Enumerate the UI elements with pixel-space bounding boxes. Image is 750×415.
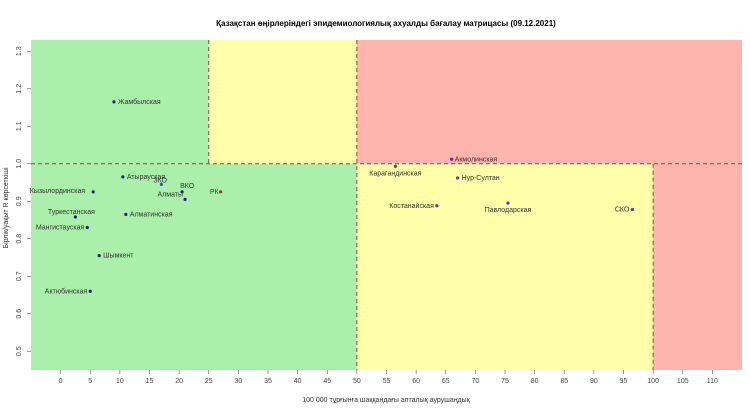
x-tick-label: 50 xyxy=(353,378,361,385)
x-tick-label: 20 xyxy=(175,378,183,385)
data-points: Жамбылская Акмолинская Карагандинская Нур-С… xyxy=(30,98,634,295)
point-label: Алматы xyxy=(158,191,184,198)
x-tick-label: 10 xyxy=(116,378,124,385)
x-tick-label: 25 xyxy=(205,378,213,385)
data-point xyxy=(73,215,78,219)
point-label: Жамбылская xyxy=(118,98,161,106)
y-tick-label: 0.5 xyxy=(16,346,23,356)
point-label: Мангистауская xyxy=(36,225,85,232)
x-tick-label: 110 xyxy=(707,378,718,385)
point-label: Нур-Султан xyxy=(462,175,500,182)
data-point xyxy=(112,100,116,104)
point-label: Шымкент xyxy=(103,253,134,260)
data-point xyxy=(183,197,187,201)
x-tick-label: 105 xyxy=(677,378,689,385)
point-label: ВКО xyxy=(180,183,195,190)
y-tick-label: 1.2 xyxy=(16,84,23,94)
zone-1 xyxy=(208,40,357,164)
x-axis-label: 100 000 тұрғынға шаққандағы апталық ауру… xyxy=(302,397,470,404)
x-tick-label: 75 xyxy=(501,378,509,385)
point-label: Актюбинская xyxy=(45,287,88,295)
x-tick-label: 30 xyxy=(234,378,242,385)
chart-title: Қазақстан өңірлеріндегі эпидемиологиялық… xyxy=(216,19,556,28)
x-tick-label: 90 xyxy=(590,378,598,385)
data-point xyxy=(180,190,184,194)
data-point xyxy=(97,254,101,258)
point-label: Костанайская xyxy=(389,202,434,210)
point-label: Туркестанская xyxy=(48,209,95,216)
data-point xyxy=(121,175,125,179)
y-tick-label: 0.6 xyxy=(16,309,23,319)
data-point xyxy=(85,225,89,230)
x-tick-label: 100 xyxy=(647,378,659,385)
threshold-lines xyxy=(31,40,742,370)
zone-3 xyxy=(31,163,357,370)
data-point xyxy=(456,176,460,180)
zone-5 xyxy=(653,163,742,370)
data-point xyxy=(450,157,454,161)
y-tick-label: 1.1 xyxy=(16,121,23,131)
point-label: Акмолинская xyxy=(455,156,498,163)
x-tick-label: 45 xyxy=(323,378,331,385)
x-tick-label: 5 xyxy=(88,378,92,385)
x-tick-label: 60 xyxy=(412,378,420,385)
x-tick-label: 55 xyxy=(383,378,391,385)
point-label: Карагандинская xyxy=(369,170,421,177)
risk-zones xyxy=(31,40,742,370)
y-tick-label: 1.3 xyxy=(16,46,23,56)
point-label: Атырауская xyxy=(127,174,165,181)
point-label: СКО xyxy=(615,207,630,214)
point-label: Алматинская xyxy=(130,211,173,218)
y-tick-label: 0.9 xyxy=(16,196,23,206)
zone-0 xyxy=(31,40,209,164)
x-tick-label: 15 xyxy=(146,378,154,385)
axis-ticks: 0 5 10 15 20 25 30 35 40 45 50 55 60 65 70 75 80 85 90 95 10… xyxy=(16,46,718,385)
x-tick-label: 0 xyxy=(59,378,63,385)
data-point xyxy=(159,182,163,186)
data-point xyxy=(630,207,634,212)
data-point xyxy=(219,190,223,194)
data-point xyxy=(506,201,510,205)
point-label: ЗКО xyxy=(153,177,167,184)
y-axis-label: Бірлік/уақыт R көрсеткіші xyxy=(2,167,10,248)
data-point xyxy=(435,204,439,208)
x-tick-label: 95 xyxy=(620,378,628,385)
data-point xyxy=(88,289,92,293)
zone-4 xyxy=(356,163,654,370)
y-tick-label: 0.8 xyxy=(16,234,23,244)
data-point xyxy=(124,212,128,216)
data-point xyxy=(91,190,95,194)
point-label: Павлодарская xyxy=(485,207,532,214)
x-tick-label: 40 xyxy=(294,378,302,385)
data-point xyxy=(393,164,397,168)
x-tick-label: 70 xyxy=(471,378,479,385)
x-tick-label: 85 xyxy=(560,378,568,385)
zone-2 xyxy=(356,40,742,164)
x-tick-label: 80 xyxy=(531,378,539,385)
y-tick-label: 0.7 xyxy=(16,271,23,281)
point-label: Кызылординская xyxy=(30,188,86,195)
y-tick-label: 1.0 xyxy=(16,159,23,169)
x-tick-label: 65 xyxy=(442,378,450,385)
x-tick-label: 35 xyxy=(264,378,272,385)
point-label: РК xyxy=(210,189,220,196)
